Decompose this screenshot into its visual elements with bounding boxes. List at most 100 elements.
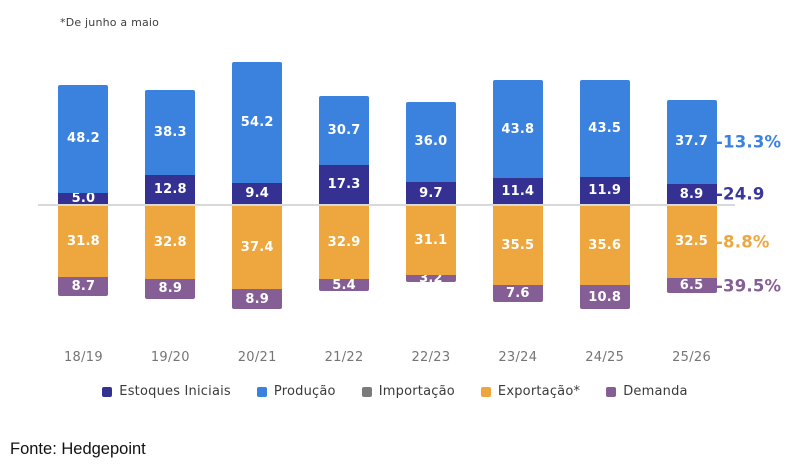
bar-column-23-24: 11.4 43.8 35.5 7.6	[492, 50, 543, 320]
annotation-produ-o: -13.3%	[716, 132, 782, 152]
bar-segment-produ-o: 48.2	[58, 84, 109, 193]
legend-item-importa-o: Importação	[361, 384, 455, 399]
legend-swatch-icon	[361, 386, 372, 397]
bar-segment-exporta-o: 31.1	[405, 205, 456, 276]
legend-item-demanda: Demanda	[606, 384, 688, 399]
legend: Estoques Iniciais Produção Importação Expor…	[0, 384, 790, 399]
bar-value-label: 32.8	[153, 234, 187, 250]
x-axis-label-18-19: 18/19	[63, 350, 103, 365]
legend-label: Exportação*	[497, 384, 581, 399]
bar-value-label: 9.7	[419, 185, 443, 201]
bar-column-19-20: 12.8 38.3 32.8 8.9	[145, 50, 196, 320]
x-axis-label-21-22: 21/22	[324, 350, 364, 365]
bar-segment-exporta-o: 35.6	[579, 205, 630, 286]
bar-value-label: 48.2	[67, 131, 100, 147]
bar-segment-estoques-iniciais: 9.4	[232, 182, 283, 204]
bar-value-label: 12.8	[153, 182, 187, 198]
bar-value-label: 10.8	[588, 289, 622, 305]
bar-value-label: 43.8	[501, 121, 535, 137]
bar-value-label: 11.4	[501, 183, 535, 199]
bar-segment-demanda: 8.7	[58, 276, 109, 297]
bar-value-label: 5.4	[332, 279, 356, 292]
legend-label: Estoques Iniciais	[119, 384, 231, 399]
bar-column-18-19: 5.0 48.2 31.8 8.7	[58, 50, 109, 320]
bar-value-label: 54.2	[240, 114, 274, 130]
bar-column-22-23: 9.7 36.0 31.1 3.2	[405, 50, 456, 320]
bar-value-label: 8.9	[245, 291, 269, 307]
bar-value-label: 37.7	[675, 134, 708, 150]
annotation-estoques-iniciais: -24.9	[716, 184, 765, 204]
legend-label: Importação	[378, 384, 455, 399]
bar-segment-produ-o: 43.8	[492, 80, 543, 179]
bar-segment-exporta-o: 37.4	[232, 205, 283, 290]
bar-segment-estoques-iniciais: 11.9	[579, 177, 630, 204]
bar-value-label: 3.2	[419, 275, 443, 282]
legend-swatch-icon	[480, 386, 491, 397]
bar-value-label: 43.5	[588, 121, 622, 137]
bar-segment-exporta-o: 35.5	[492, 205, 543, 286]
bar-value-label: 5.0	[71, 192, 96, 204]
bar-value-label: 8.7	[71, 278, 96, 294]
bar-segment-produ-o: 37.7	[666, 99, 717, 185]
bar-segment-produ-o: 30.7	[319, 96, 370, 166]
bar-column-20-21: 9.4 54.2 37.4 8.9	[232, 50, 283, 320]
bar-segment-produ-o: 36.0	[405, 101, 456, 183]
bar-column-24-25: 11.9 43.5 35.6 10.8	[579, 50, 630, 320]
bar-value-label: 8.9	[158, 281, 183, 297]
x-axis-label-19-20: 19/20	[150, 350, 190, 365]
bar-value-label: 31.8	[67, 233, 100, 249]
bar-segment-demanda: 7.6	[492, 285, 543, 303]
bar-segment-estoques-iniciais: 5.0	[58, 192, 109, 204]
bar-segment-exporta-o: 32.5	[666, 205, 717, 279]
annotation-demanda: -39.5%	[716, 276, 782, 296]
bar-segment-estoques-iniciais: 17.3	[319, 165, 370, 204]
legend-item-exporta-o: Exportação*	[480, 384, 581, 399]
x-axis-label-20-21: 20/21	[237, 350, 277, 365]
bar-value-label: 38.3	[153, 124, 187, 140]
legend-label: Produção	[273, 384, 336, 399]
bar-value-label: 35.6	[588, 237, 622, 253]
x-axis-label-25-26: 25/26	[672, 350, 712, 365]
x-axis-label-24-25: 24/25	[585, 350, 625, 365]
bar-segment-demanda: 8.9	[232, 289, 283, 310]
bar-value-label: 8.9	[679, 186, 704, 202]
bar-segment-exporta-o: 32.8	[145, 205, 196, 279]
bar-value-label: 35.5	[501, 237, 535, 253]
bar-segment-produ-o: 43.5	[579, 79, 630, 178]
plot-area: 5.0 48.2 31.8 8.7 12.8 38.3 32.8 8.9 9.4 54.2 37.4…	[40, 50, 735, 320]
x-axis-label-23-24: 23/24	[498, 350, 538, 365]
x-axis-labels: 18/19 19/20 20/21 21/22 22/23 23/24 24/25 25/26	[40, 350, 735, 365]
bar-segment-estoques-iniciais: 9.7	[405, 182, 456, 204]
bar-value-label: 9.4	[245, 185, 269, 201]
annotation-exporta-o: -8.8%	[716, 232, 770, 252]
legend-swatch-icon	[102, 386, 113, 397]
bar-value-label: 7.6	[505, 286, 530, 302]
legend-swatch-icon	[606, 386, 617, 397]
bar-segment-demanda: 10.8	[579, 285, 630, 310]
legend-label: Demanda	[623, 384, 688, 399]
bar-segment-estoques-iniciais: 12.8	[145, 175, 196, 204]
bar-segment-demanda: 5.4	[319, 279, 370, 292]
bar-column-25-26: 8.9 37.7 32.5 6.5	[666, 50, 717, 320]
bar-segment-estoques-iniciais: 11.4	[492, 178, 543, 204]
x-axis-label-22-23: 22/23	[411, 350, 451, 365]
bar-value-label: 32.5	[675, 234, 708, 250]
bar-value-label: 11.9	[588, 183, 622, 199]
bar-segment-exporta-o: 31.8	[58, 205, 109, 277]
bar-value-label: 32.9	[327, 234, 361, 250]
zero-axis-line	[38, 204, 735, 206]
bar-segment-demanda: 3.2	[405, 275, 456, 283]
bar-column-21-22: 17.3 30.7 32.9 5.4	[319, 50, 370, 320]
bar-segment-exporta-o: 32.9	[319, 205, 370, 280]
bar-segment-produ-o: 38.3	[145, 89, 196, 176]
bar-segment-estoques-iniciais: 8.9	[666, 184, 717, 204]
bar-value-label: 31.1	[414, 232, 448, 248]
bar-value-label: 6.5	[679, 278, 704, 293]
bar-segment-demanda: 6.5	[666, 278, 717, 293]
bar-value-label: 37.4	[240, 239, 274, 255]
bar-value-label: 30.7	[327, 123, 361, 139]
bar-segment-demanda: 8.9	[145, 278, 196, 299]
legend-item-estoques-iniciais: Estoques Iniciais	[102, 384, 231, 399]
legend-item-produ-o: Produção	[256, 384, 336, 399]
